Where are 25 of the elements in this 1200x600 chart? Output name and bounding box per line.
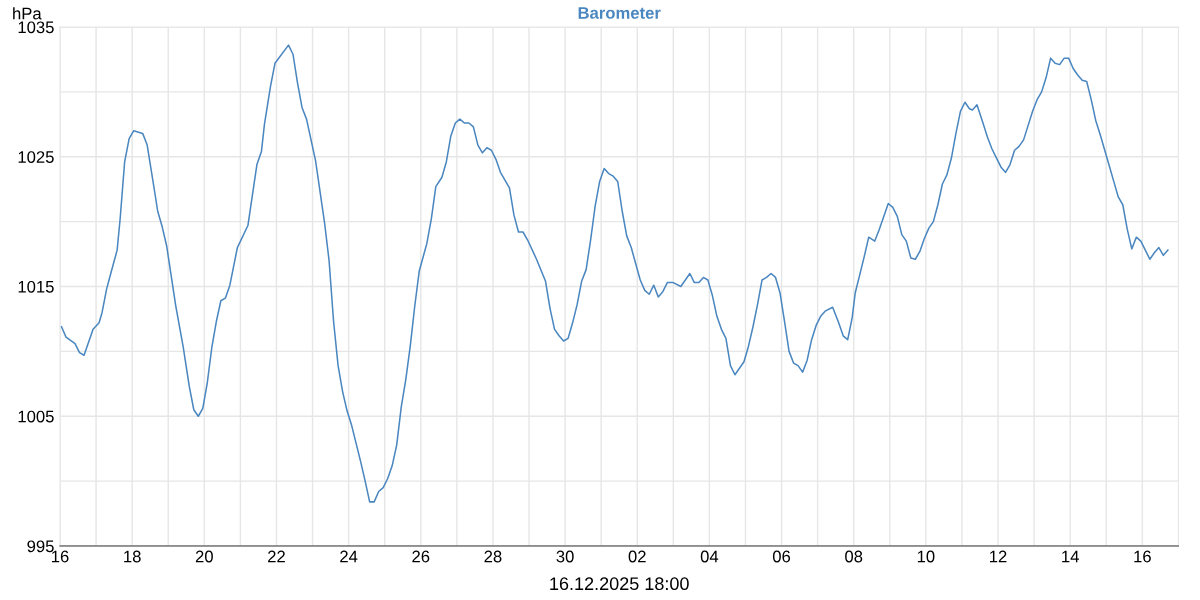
y-tick-label: 1025 — [18, 151, 54, 163]
x-tick-label: 14 — [1062, 550, 1079, 563]
x-tick-label: 28 — [484, 550, 502, 563]
line-series — [60, 44, 1169, 503]
x-tick-label: 04 — [700, 550, 719, 563]
y-axis-title: hPa — [13, 7, 42, 20]
x-tick-label: 26 — [412, 550, 430, 563]
y-tick-label: 1035 — [18, 21, 54, 34]
y-tick-label: 995 — [27, 540, 54, 553]
y-tick-label: 1005 — [18, 410, 54, 423]
x-tick-label: 16 — [1134, 550, 1151, 563]
x-axis-title: 16.12.2025 18:00 — [550, 577, 689, 591]
chart-title: Barometer — [578, 7, 661, 19]
x-tick-label: 18 — [124, 550, 141, 563]
x-tick-label: 10 — [917, 550, 935, 563]
x-tick-label: 12 — [990, 550, 1007, 563]
x-tick-label: 20 — [195, 550, 213, 563]
x-tick-label: 22 — [268, 550, 285, 563]
x-tick-label: 24 — [340, 550, 358, 563]
x-tick-label: 06 — [772, 550, 791, 563]
x-tick-label: 08 — [845, 550, 863, 563]
y-tick-label: 1015 — [18, 280, 54, 293]
x-tick-label: 02 — [628, 550, 646, 563]
x-tick-label: 30 — [556, 550, 574, 563]
x-tick-label: 16 — [52, 550, 69, 563]
